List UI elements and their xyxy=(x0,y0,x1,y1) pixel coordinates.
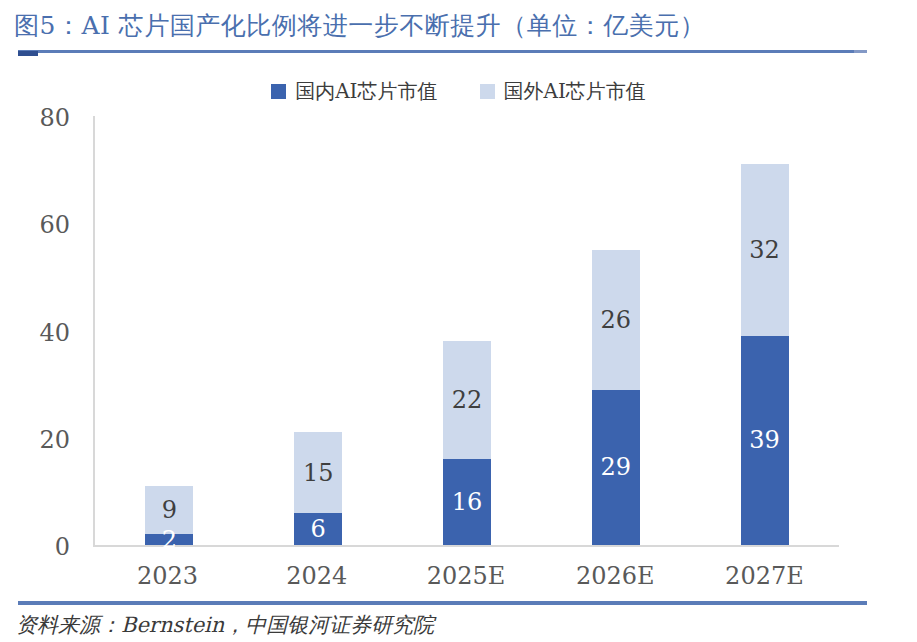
bar-segment-foreign: 22 xyxy=(443,341,491,459)
bar-group-2025E: 22 16 xyxy=(443,341,491,545)
bar-segment-foreign: 15 xyxy=(294,432,342,512)
bar-slot-2025E: 22 16 xyxy=(393,116,542,545)
source-note: 资料来源：Bernstein，中国银河证券研究院 xyxy=(16,611,434,639)
bar-slot-2023: 92 xyxy=(95,116,244,545)
y-axis-tick-60: 60 xyxy=(8,211,70,239)
bar-segment-domestic: 39 xyxy=(741,336,789,545)
chart-legend: 国内AI芯片市值 国外AI芯片市值 xyxy=(0,78,917,105)
bar-slot-2024: 15 6 xyxy=(244,116,393,545)
bar-value-label: 22 xyxy=(452,388,483,412)
bar-value-label: 32 xyxy=(749,238,780,262)
figure-title: 图5：AI 芯片国产化比例将进一步不断提升（单位：亿美元） xyxy=(14,9,705,42)
legend-label: 国内AI芯片市值 xyxy=(295,78,437,105)
bar-value-label: 29 xyxy=(601,455,632,479)
x-axis-label-2023: 2023 xyxy=(93,562,242,590)
x-axis-label-2027E: 2027E xyxy=(690,562,839,590)
bar-segment-domestic: 29 xyxy=(592,390,640,546)
bar-segment-foreign: 26 xyxy=(592,250,640,389)
bar-segment-domestic: 6 xyxy=(294,513,342,545)
title-rule-tip xyxy=(854,50,867,53)
legend-label: 国外AI芯片市值 xyxy=(504,78,646,105)
bar-segment-foreign: 32 xyxy=(741,164,789,336)
bar-value-label: 16 xyxy=(452,490,483,514)
bar-segment-domestic: 2 xyxy=(145,534,193,545)
bar-value-label: 39 xyxy=(749,428,780,452)
figure-bottom-rule xyxy=(18,601,867,605)
bar-value-label: 15 xyxy=(303,461,334,485)
bar-value-label: 26 xyxy=(601,308,632,332)
bar-value-label: 6 xyxy=(311,517,326,541)
bars-container: 92156221626293239 xyxy=(95,116,839,545)
bar-slot-2027E: 32 39 xyxy=(690,116,839,545)
legend-item-1: 国外AI芯片市值 xyxy=(480,78,646,105)
legend-item-0: 国内AI芯片市值 xyxy=(271,78,437,105)
x-axis: 202320242025E2026E2027E xyxy=(93,562,839,590)
bar-group-2027E: 32 39 xyxy=(741,164,789,545)
legend-swatch-icon xyxy=(271,84,286,99)
title-rule xyxy=(18,50,867,53)
bar-segment-domestic: 16 xyxy=(443,459,491,545)
chart-plot-area: 92156221626293239 xyxy=(93,116,839,547)
y-axis-tick-40: 40 xyxy=(8,319,70,347)
bar-group-2026E: 26 29 xyxy=(592,250,640,545)
figure-panel: 图5：AI 芯片国产化比例将进一步不断提升（单位：亿美元） 国内AI芯片市值 国外… xyxy=(0,0,917,642)
title-rule-cap xyxy=(18,51,38,56)
y-axis-tick-20: 20 xyxy=(8,426,70,454)
bar-group-2024: 15 6 xyxy=(294,432,342,545)
x-axis-label-2024: 2024 xyxy=(242,562,391,590)
y-axis-tick-80: 80 xyxy=(8,104,70,132)
y-axis-tick-0: 0 xyxy=(8,533,70,561)
x-axis-label-2026E: 2026E xyxy=(541,562,690,590)
bar-value-label: 9 xyxy=(162,498,177,522)
legend-swatch-icon xyxy=(480,84,495,99)
x-axis-label-2025E: 2025E xyxy=(391,562,540,590)
bar-value-label: 2 xyxy=(162,528,177,552)
bar-group-2023: 92 xyxy=(145,486,193,545)
bar-slot-2026E: 26 29 xyxy=(541,116,690,545)
